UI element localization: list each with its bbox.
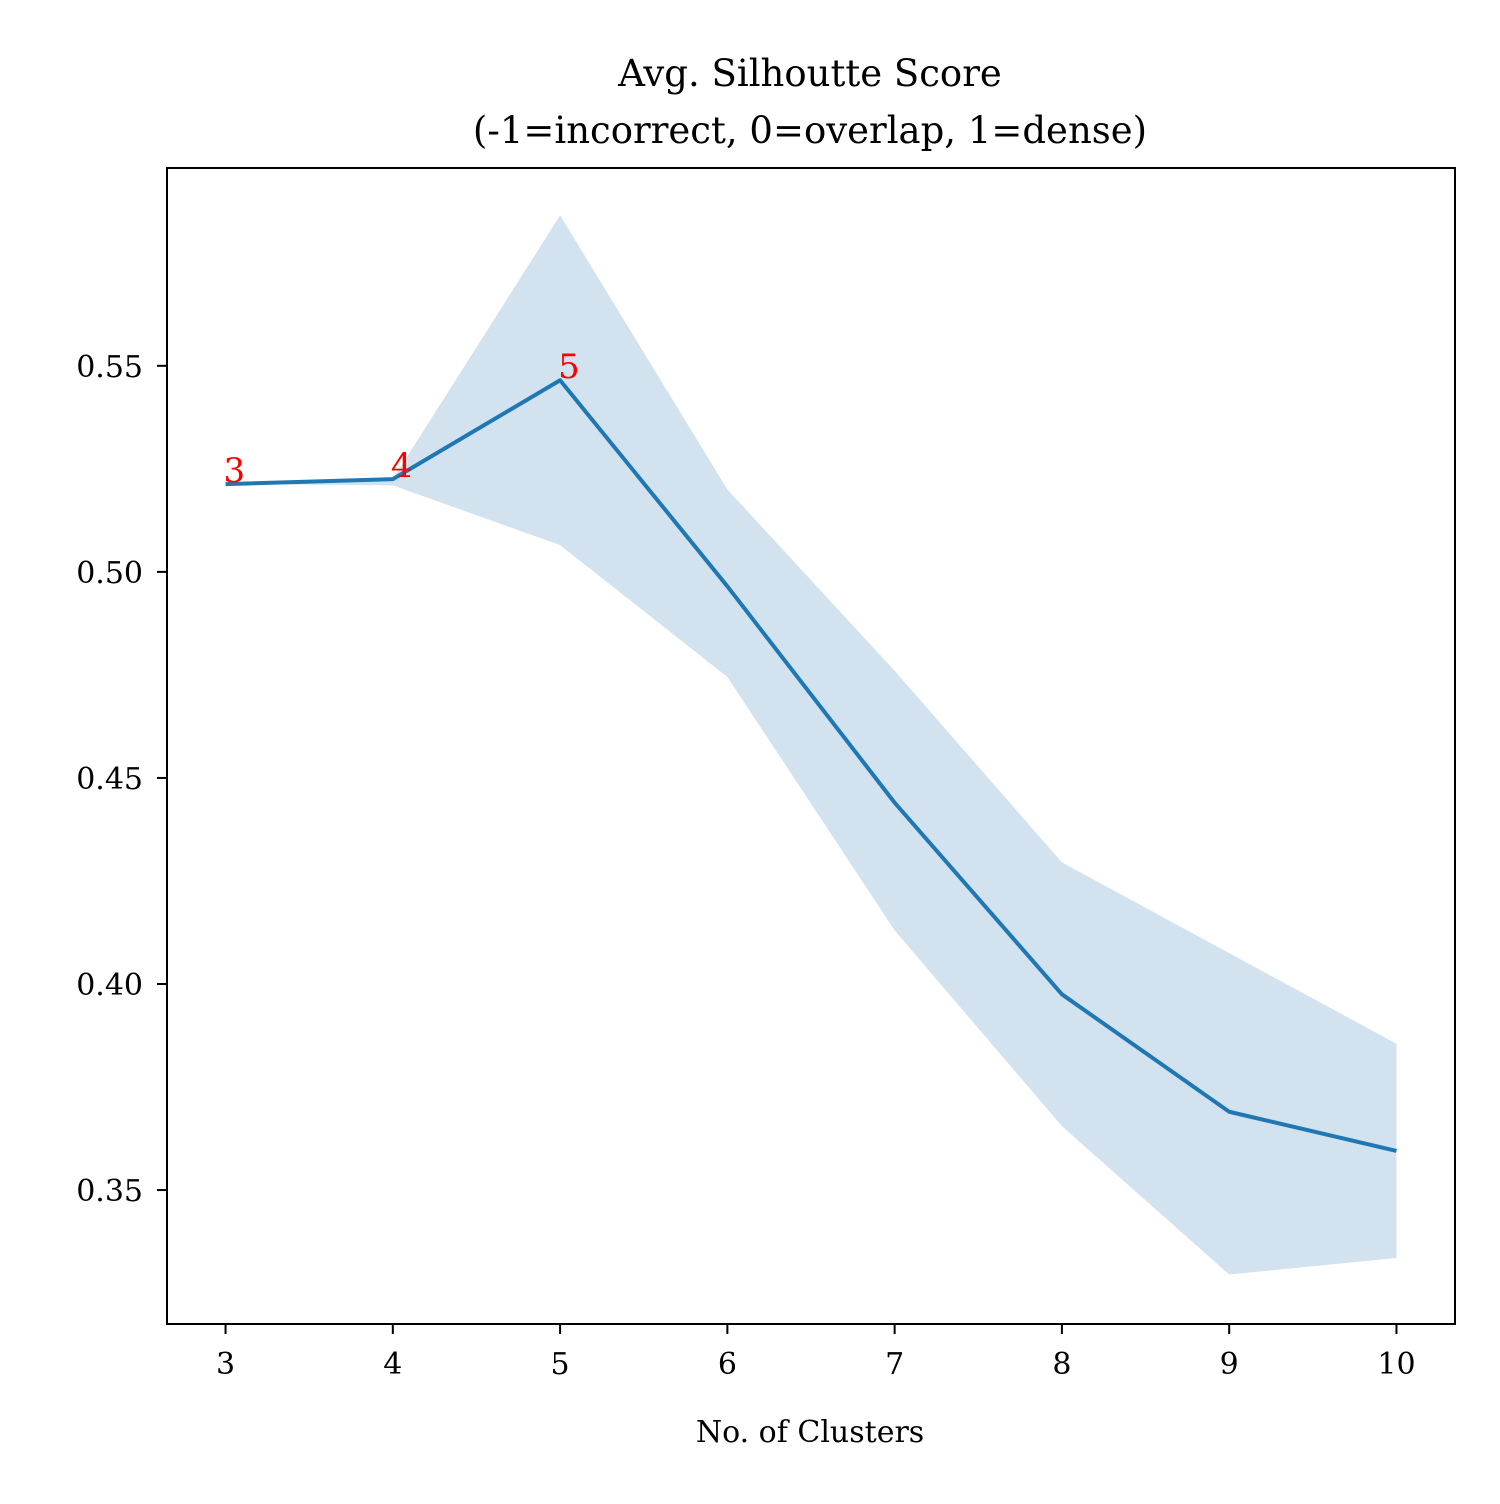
chart-title: Avg. Silhoutte Score (617, 52, 1002, 95)
x-tick-label: 5 (551, 1347, 570, 1382)
x-tick-label: 3 (216, 1347, 235, 1382)
series-line (225, 378, 1397, 1153)
x-tick-label: 10 (1377, 1347, 1415, 1382)
y-tick-label: 0.50 (76, 556, 143, 591)
confidence-band (225, 215, 1397, 1275)
plot-frame (166, 167, 1456, 1325)
point-annotation: 3 (224, 451, 246, 491)
x-tick-label: 6 (718, 1347, 737, 1382)
y-tick-label: 0.45 (76, 762, 143, 797)
y-tick-label: 0.40 (76, 968, 143, 1003)
y-tick-label: 0.55 (76, 350, 143, 385)
x-tick-label: 4 (383, 1347, 402, 1382)
point-annotation: 4 (391, 446, 413, 486)
y-tick-label: 0.35 (76, 1174, 143, 1209)
chart-subtitle: (-1=incorrect, 0=overlap, 1=dense) (473, 109, 1147, 152)
x-axis-label: No. of Clusters (696, 1415, 924, 1450)
x-tick-label: 9 (1220, 1347, 1239, 1382)
x-tick-label: 8 (1052, 1347, 1071, 1382)
x-tick-label: 7 (885, 1347, 904, 1382)
plot-area: 3 4 5 6 7 8 9 10 0.35 0.40 0.45 0.50 0.55 3 4 5 (76, 167, 1456, 1382)
point-annotation: 5 (558, 347, 580, 387)
